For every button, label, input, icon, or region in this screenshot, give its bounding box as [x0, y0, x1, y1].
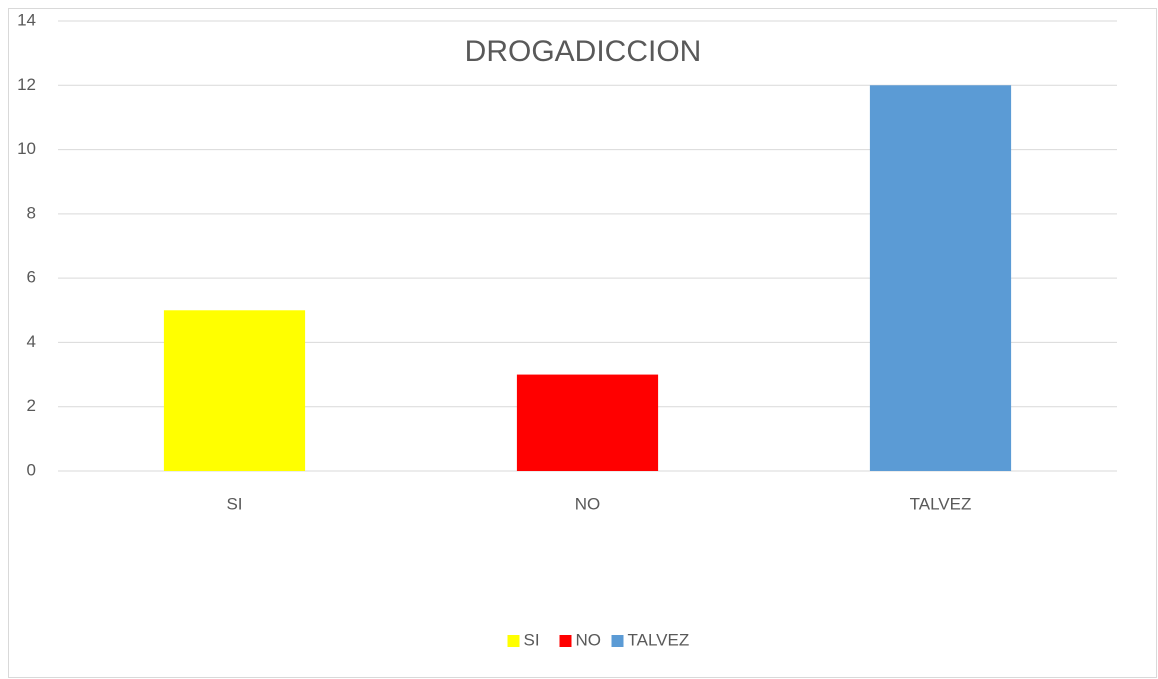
legend-swatch — [559, 635, 572, 647]
y-tick-label: 12 — [17, 75, 36, 94]
legend-label: TALVEZ — [628, 630, 690, 649]
x-tick-label: NO — [575, 494, 601, 513]
y-tick-label: 8 — [27, 203, 36, 222]
legend-swatch — [507, 635, 520, 647]
legend-label: SI — [524, 630, 540, 649]
y-tick-label: 2 — [27, 396, 36, 415]
legend-swatch — [611, 635, 624, 647]
y-tick-label: 0 — [27, 460, 36, 479]
y-tick-label: 6 — [27, 268, 36, 287]
x-tick-label: SI — [226, 494, 242, 513]
x-tick-label: TALVEZ — [910, 494, 972, 513]
bar — [869, 85, 1012, 472]
bar — [516, 374, 659, 471]
legend-label: NO — [576, 630, 602, 649]
chart-title: DROGADICCION — [465, 35, 702, 68]
y-tick-label: 10 — [17, 139, 36, 158]
y-tick-label: 14 — [17, 10, 36, 29]
y-tick-label: 4 — [27, 332, 36, 351]
bar — [163, 310, 306, 471]
